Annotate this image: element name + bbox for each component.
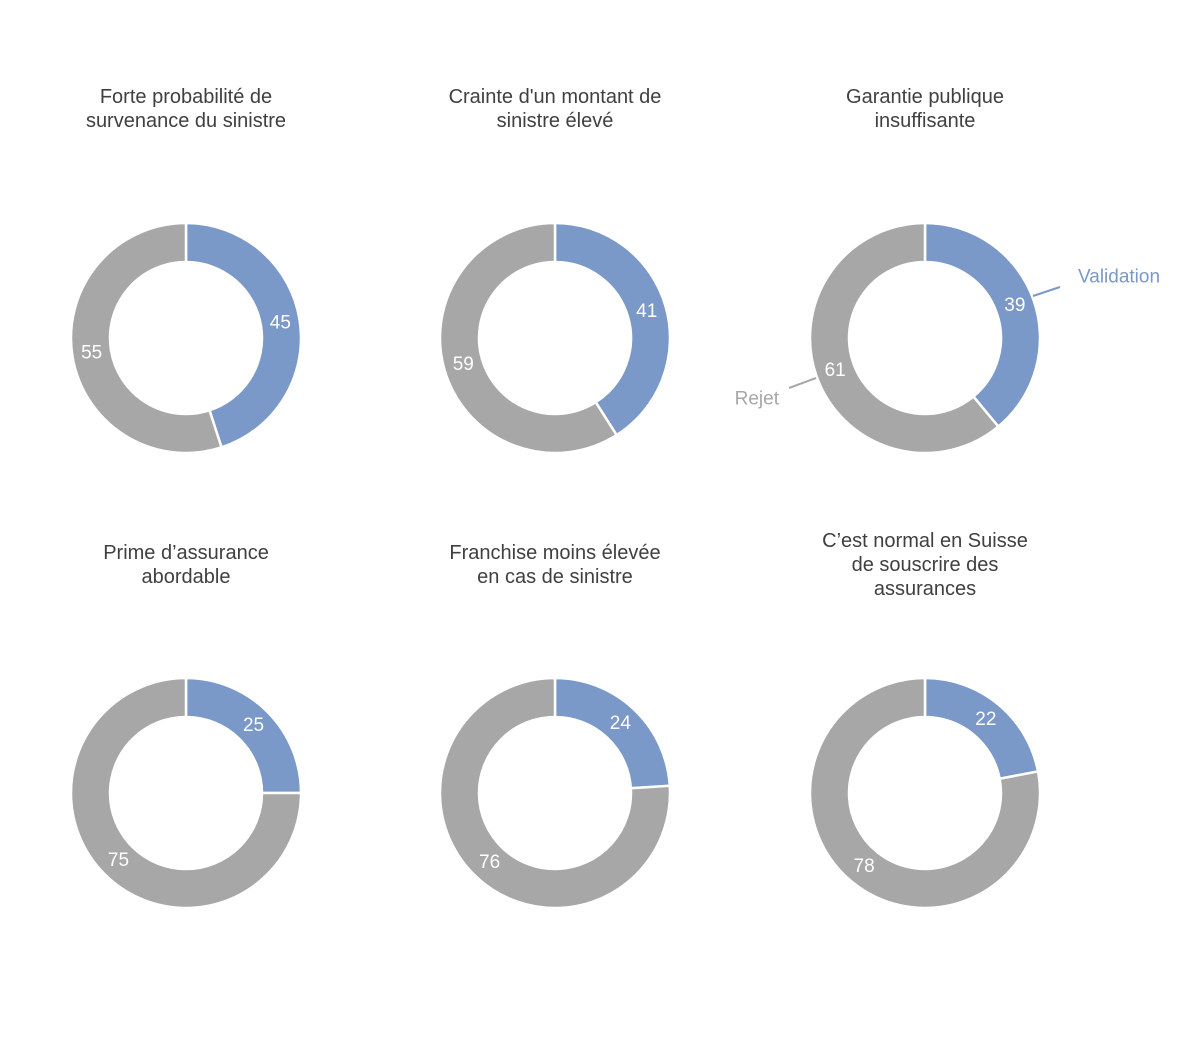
validation-value-label: 45 bbox=[270, 313, 291, 334]
donut-title: Crainte d'un montant de sinistre élevé bbox=[449, 86, 662, 132]
donut-title-line: Forte probabilité de bbox=[100, 86, 272, 108]
donut-title-line: de souscrire des bbox=[852, 554, 999, 576]
validation-value-label: 22 bbox=[975, 709, 996, 730]
donut-chart-4: Prime d’assurance abordable 25 75 bbox=[69, 542, 303, 910]
rejet-segment bbox=[808, 221, 1001, 455]
donut-chart-5: Franchise moins élevée en cas de sinistre… bbox=[438, 542, 672, 910]
donut-chart-6: C’est normal en Suisse de souscrire des as… bbox=[808, 530, 1042, 910]
validation-segment bbox=[923, 221, 1042, 429]
rejet-series-label: Rejet bbox=[735, 389, 780, 410]
rejet-value-label: 75 bbox=[108, 850, 129, 871]
donut-chart-3: Garantie publique insuffisante 39 61 Validat… bbox=[735, 86, 1160, 455]
rejet-segment bbox=[69, 676, 303, 910]
donut-title-line: Franchise moins élevée bbox=[449, 542, 660, 564]
validation-value-label: 39 bbox=[1004, 295, 1025, 316]
rejet-leader-line bbox=[788, 377, 817, 389]
rejet-segment bbox=[438, 221, 619, 455]
rejet-segment bbox=[808, 676, 1042, 910]
validation-segment bbox=[184, 221, 303, 449]
rejet-segment bbox=[438, 676, 672, 910]
validation-series-label: Validation bbox=[1078, 267, 1160, 288]
rejet-value-label: 76 bbox=[479, 852, 500, 873]
donut-title: Garantie publique insuffisante bbox=[846, 86, 1004, 132]
donut-title-line: Garantie publique bbox=[846, 86, 1004, 108]
donut-title-line: assurances bbox=[874, 578, 976, 600]
donut-title-line: insuffisante bbox=[875, 110, 976, 132]
rejet-value-label: 78 bbox=[854, 856, 875, 877]
donut-title-line: en cas de sinistre bbox=[477, 566, 633, 588]
donut-title-line: Crainte d'un montant de bbox=[449, 86, 662, 108]
validation-segment bbox=[553, 221, 672, 437]
donut-title: Forte probabilité de survenance du sinist… bbox=[86, 86, 286, 132]
donut-chart-1: Forte probabilité de survenance du sinist… bbox=[69, 86, 303, 455]
validation-value-label: 25 bbox=[243, 715, 264, 736]
rejet-value-label: 59 bbox=[453, 354, 474, 375]
validation-value-label: 24 bbox=[610, 713, 632, 734]
rejet-value-label: 61 bbox=[825, 360, 846, 381]
donut-title-line: C’est normal en Suisse bbox=[822, 530, 1028, 552]
donut-title-line: Prime d’assurance bbox=[103, 542, 269, 564]
donut-title-line: abordable bbox=[142, 566, 231, 588]
donut-title: C’est normal en Suisse de souscrire des as… bbox=[822, 530, 1028, 600]
rejet-segment bbox=[69, 221, 224, 455]
donut-title: Franchise moins élevée en cas de sinistre bbox=[449, 542, 660, 588]
validation-leader-line bbox=[1032, 286, 1061, 297]
donut-chart-2: Crainte d'un montant de sinistre élevé 41 5… bbox=[438, 86, 672, 455]
donut-title-line: sinistre élevé bbox=[497, 110, 614, 132]
rejet-value-label: 55 bbox=[81, 342, 102, 363]
donut-title-line: survenance du sinistre bbox=[86, 110, 286, 132]
donut-title: Prime d’assurance abordable bbox=[103, 542, 269, 588]
validation-value-label: 41 bbox=[636, 301, 657, 322]
